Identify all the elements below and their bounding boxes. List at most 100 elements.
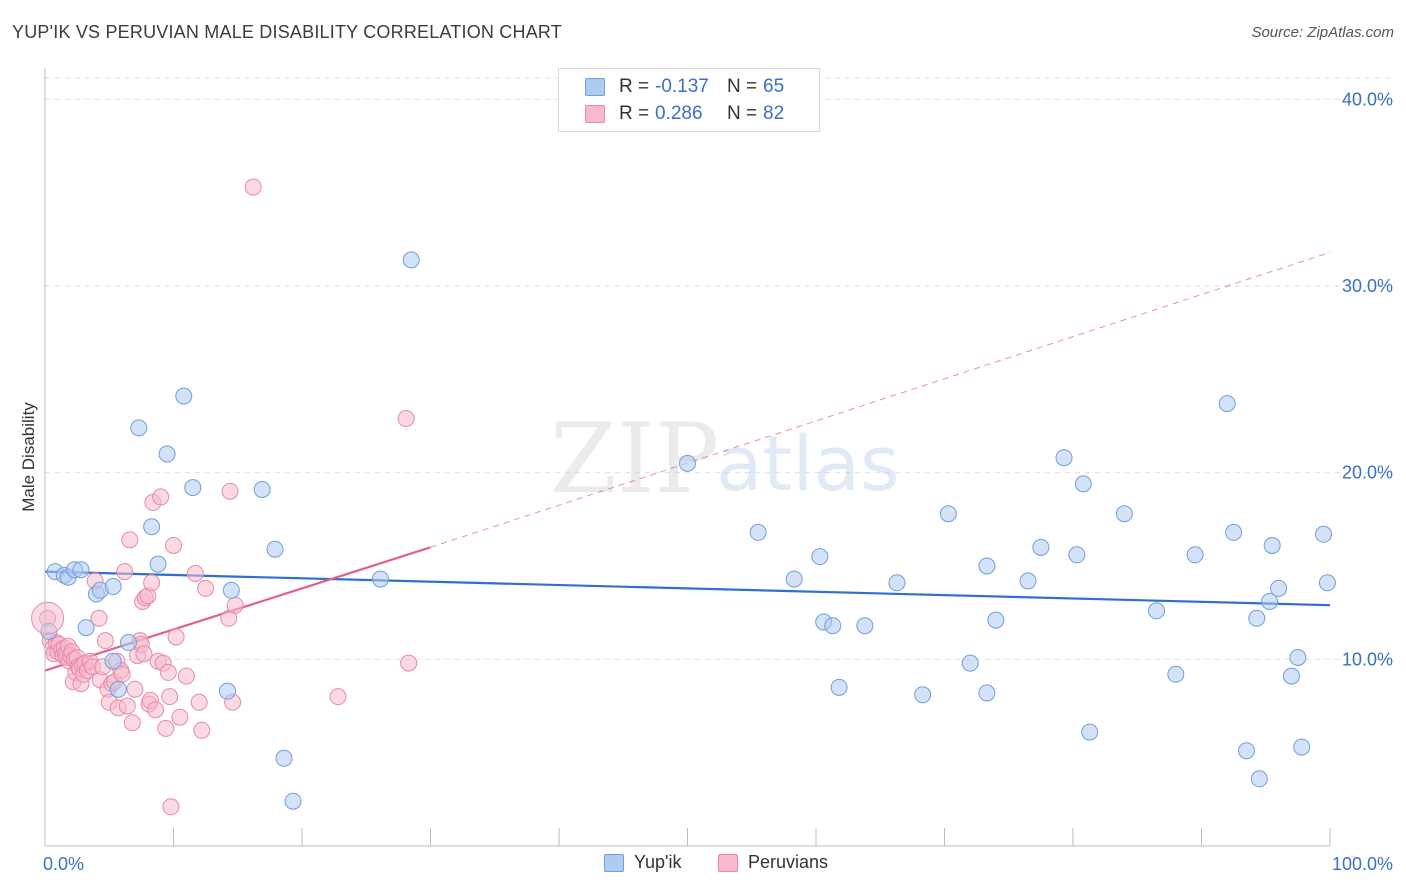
- yupik-point: [1237, 742, 1255, 760]
- grid-layer: [45, 77, 1395, 660]
- y-tick-label: 40.0%: [1342, 89, 1393, 109]
- peruvian-point-large: [31, 601, 65, 635]
- yupik-point: [1282, 667, 1300, 685]
- peruvian-trend-extension: [430, 251, 1331, 548]
- y-tick-label: 10.0%: [1342, 649, 1393, 669]
- legend-r-label: R =: [619, 103, 650, 124]
- yupik-point: [1019, 572, 1037, 590]
- yupik-point: [856, 617, 874, 635]
- peruvian-point: [397, 410, 415, 428]
- peruvian-point: [167, 628, 185, 646]
- yupik-point: [824, 617, 842, 635]
- yupik-point: [1250, 770, 1268, 788]
- yupik-point: [1115, 505, 1133, 523]
- peruvian-point: [118, 697, 136, 715]
- series-legend-yupik[interactable]: Yup'ik: [604, 852, 681, 873]
- peruvian-point: [143, 574, 161, 592]
- yupik-point: [72, 561, 90, 579]
- y-tick-label: 20.0%: [1342, 463, 1393, 483]
- peruvian-point: [244, 178, 262, 196]
- yupik-point: [978, 684, 996, 702]
- peruvian-point: [147, 701, 165, 719]
- yupik-point: [1068, 546, 1086, 564]
- legend-swatch-blue: [585, 78, 605, 96]
- yupik-point: [1055, 449, 1073, 467]
- peruvian-point: [161, 688, 179, 706]
- legend-swatch-pink: [585, 105, 605, 123]
- yupik-point: [266, 540, 284, 558]
- yupik-point: [1167, 665, 1185, 683]
- legend-n-label: N =: [727, 103, 758, 124]
- yupik-point: [1263, 536, 1281, 554]
- yupik-point: [218, 682, 236, 700]
- watermark-atlas: atlas: [716, 419, 900, 508]
- yupik-point: [1218, 395, 1236, 413]
- peruvian-point: [116, 563, 134, 581]
- legend-row-yupik: R = -0.137 N = 65: [585, 75, 784, 99]
- legend-row-peruvians: R = 0.286 N = 82: [585, 102, 784, 126]
- yupik-point: [143, 518, 161, 536]
- yupik-point: [1315, 525, 1333, 543]
- peruvian-point: [171, 708, 189, 726]
- yupik-point: [1248, 609, 1266, 627]
- peruvian-point: [126, 680, 144, 698]
- yupik-point: [1032, 538, 1050, 556]
- yupik-point: [785, 570, 803, 588]
- yupik-point: [830, 678, 848, 696]
- yupik-point: [222, 581, 240, 599]
- series-legend: Yup'ik Peruvians: [0, 852, 1406, 878]
- legend-r-value: -0.137: [655, 76, 709, 97]
- yupik-point: [1261, 592, 1279, 610]
- yupik-point: [120, 634, 138, 652]
- peruvian-point: [193, 721, 211, 739]
- yupik-point: [77, 619, 95, 637]
- correlation-legend: R = -0.137 N = 65 R = 0.286 N = 82: [558, 68, 820, 132]
- series-swatch-pink: [718, 853, 738, 872]
- yupik-point: [275, 749, 293, 767]
- peruvian-point: [165, 536, 182, 554]
- peruvian-point: [123, 714, 141, 732]
- yupik-point: [371, 570, 389, 588]
- peruvian-point: [186, 564, 204, 582]
- y-tick-label: 30.0%: [1342, 276, 1393, 296]
- yupik-point: [130, 419, 148, 437]
- yupik-point: [1225, 523, 1243, 541]
- peruvian-point: [152, 488, 170, 506]
- yupik-point: [158, 445, 176, 463]
- yupik-point: [175, 387, 193, 405]
- legend-n-value: 82: [763, 103, 785, 124]
- yupik-point: [987, 611, 1005, 629]
- yupik-point: [914, 686, 932, 704]
- yupik-point: [888, 574, 906, 592]
- yupik-point: [1270, 579, 1288, 597]
- peruvian-point: [329, 688, 347, 706]
- legend-n-value: 65: [763, 76, 785, 97]
- yupik-point: [284, 792, 302, 810]
- series-legend-peruvians[interactable]: Peruvians: [718, 852, 828, 873]
- legend-r-label: R =: [619, 76, 650, 97]
- legend-n-label: N =: [727, 76, 758, 97]
- yupik-point: [1318, 574, 1336, 592]
- x-tick-label: 0.0%: [43, 854, 84, 874]
- yupik-point: [1289, 648, 1307, 666]
- source-label: Source: ZipAtlas.com: [1251, 24, 1394, 41]
- peruvian-point: [135, 645, 153, 663]
- yupik-point: [1293, 738, 1311, 756]
- peruvian-point: [190, 693, 208, 711]
- yupik-point: [961, 654, 979, 672]
- yupik-point: [1148, 602, 1166, 620]
- peruvian-point: [90, 609, 108, 627]
- peruvian-point: [159, 663, 177, 681]
- chart-title: YUP'IK VS PERUVIAN MALE DISABILITY CORRE…: [12, 22, 562, 42]
- yupik-point: [104, 652, 122, 670]
- series-label-yupik: Yup'ik: [634, 852, 682, 872]
- series-swatch-blue: [604, 853, 624, 872]
- x-tick-label: 100.0%: [1332, 854, 1393, 874]
- watermark: ZIP atlas: [550, 403, 900, 515]
- peruvian-point: [197, 579, 215, 597]
- yupik-trend-line: [44, 570, 1331, 607]
- yupik-point: [749, 523, 767, 541]
- yupik-point: [253, 480, 271, 498]
- yupik-point: [939, 505, 957, 523]
